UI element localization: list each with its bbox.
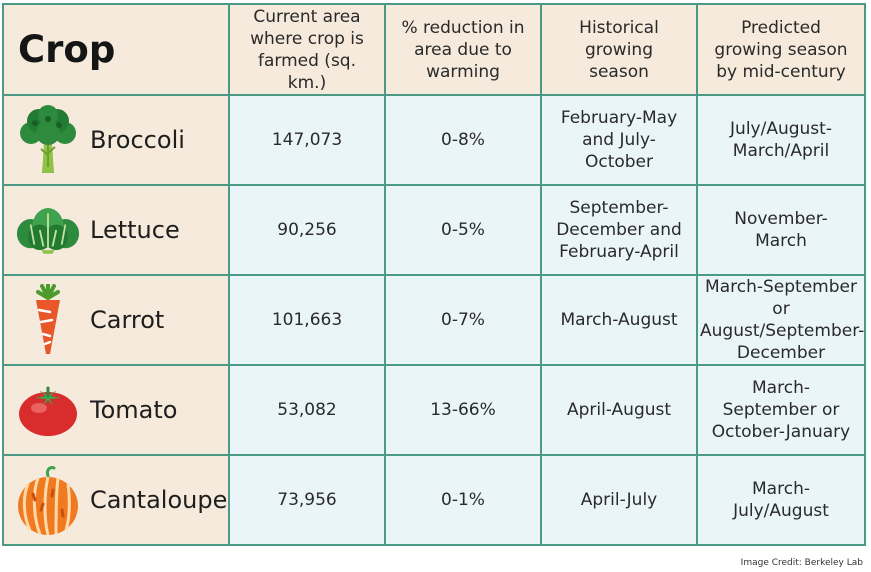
historical-cell: February-May and July-October [540,94,698,186]
historical-cell: March-August [540,274,698,366]
reduction-cell: 13-66% [384,364,542,456]
table-row: Lettuce 90,256 0-5% September-December a… [2,184,866,276]
header-reduction-text: % reduction in area due to warming [401,17,525,82]
crop-table: Crop Current area where crop is farmed (… [2,3,866,546]
predicted-text: March-September or August/September-Dece… [700,277,865,363]
crop-name: Broccoli [90,126,185,154]
historical-text: February-May and July-October [560,108,678,172]
crop-name: Lettuce [90,216,180,244]
broccoli-icon [16,105,80,175]
crop-cell: Broccoli [2,94,230,186]
predicted-text: July/August-March/April [730,119,832,161]
carrot-icon [16,284,80,355]
header-historical-text: Historical growing season [579,17,659,82]
area-cell: 73,956 [228,454,386,546]
header-predicted: Predicted growing season by mid-century [696,3,866,96]
reduction-cell: 0-7% [384,274,542,366]
table-row: Tomato 53,082 13-66% April-August March-… [2,364,866,456]
predicted-cell: November-March [696,184,866,276]
predicted-text: March-July/August [733,479,829,521]
reduction-cell: 0-8% [384,94,542,186]
header-crop: Crop [2,3,230,96]
historical-cell: April-July [540,454,698,546]
historical-text: April-July [580,490,658,510]
crop-cell: Tomato [2,364,230,456]
crop-name: Tomato [90,396,178,424]
crop-cell: Cantaloupe [2,454,230,546]
table-row: Broccoli 147,073 0-8% February-May and J… [2,94,866,186]
predicted-cell: March-September or August/September-Dece… [696,274,866,366]
image-credit: Image Credit: Berkeley Lab [740,558,863,568]
area-cell: 147,073 [228,94,386,186]
crop-name: Cantaloupe [90,486,228,514]
header-reduction: % reduction in area due to warming [384,3,542,96]
historical-text: September-December and February-April [556,198,682,262]
crop-cell: Lettuce [2,184,230,276]
crop-name: Carrot [90,306,165,334]
area-cell: 53,082 [228,364,386,456]
historical-cell: April-August [540,364,698,456]
reduction-cell: 0-1% [384,454,542,546]
tomato-icon [16,375,80,445]
header-area: Current area where crop is farmed (sq. k… [228,3,386,96]
table-row: Cantaloupe 73,956 0-1% April-July March-… [2,454,866,546]
predicted-cell: July/August-March/April [696,94,866,186]
header-row: Crop Current area where crop is farmed (… [2,3,866,96]
header-area-text: Current area where crop is farmed (sq. k… [250,6,364,93]
predicted-cell: March-July/August [696,454,866,546]
area-cell: 101,663 [228,274,386,366]
predicted-text: November-March [734,209,828,251]
header-predicted-text: Predicted growing season by mid-century [714,17,848,82]
historical-text: April-August [566,400,672,420]
historical-text: March-August [560,310,678,330]
reduction-cell: 0-5% [384,184,542,276]
crop-cell: Carrot [2,274,230,366]
header-historical: Historical growing season [540,3,698,96]
cantaloupe-icon [16,465,80,536]
historical-cell: September-December and February-April [540,184,698,276]
predicted-cell: March-September or October-January [696,364,866,456]
area-cell: 90,256 [228,184,386,276]
lettuce-icon [16,195,80,265]
table-row: Carrot 101,663 0-7% March-August March-S… [2,274,866,366]
predicted-text: March-September or October-January [711,378,851,442]
